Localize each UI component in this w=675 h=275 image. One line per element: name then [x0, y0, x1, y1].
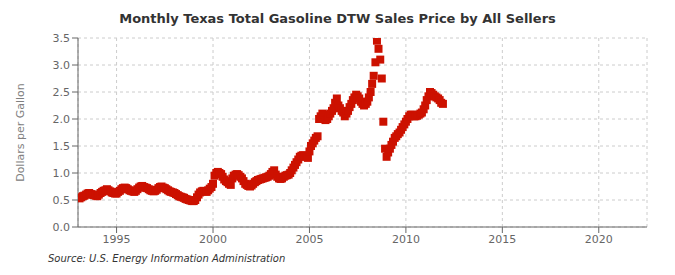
html-text:Source: U.S. Energy Informatio: Source: U.S. Energy Information Administ… — [48, 253, 286, 264]
svg-text:3.5: 3.5 — [53, 32, 71, 45]
svg-text:2.5: 2.5 — [53, 86, 71, 99]
svg-text:0.0: 0.0 — [53, 221, 71, 234]
svg-text:1.5: 1.5 — [53, 140, 71, 153]
svg-text:0.5: 0.5 — [53, 194, 71, 207]
svg-text:2000: 2000 — [199, 233, 227, 246]
svg-text:2020: 2020 — [585, 233, 613, 246]
svg-text:2010: 2010 — [392, 233, 420, 246]
svg-text:1.0: 1.0 — [53, 167, 71, 180]
svg-text:2005: 2005 — [295, 233, 323, 246]
svg-text:2.0: 2.0 — [53, 113, 71, 126]
svg-text:1995: 1995 — [103, 233, 131, 246]
html-text:Monthly Texas Total Gasoline D: Monthly Texas Total Gasoline DTW Sales P… — [119, 11, 556, 26]
svg-text:Dollars per Gallon: Dollars per Gallon — [14, 83, 27, 182]
svg-text:2015: 2015 — [488, 233, 516, 246]
svg-text:3.0: 3.0 — [53, 59, 71, 72]
